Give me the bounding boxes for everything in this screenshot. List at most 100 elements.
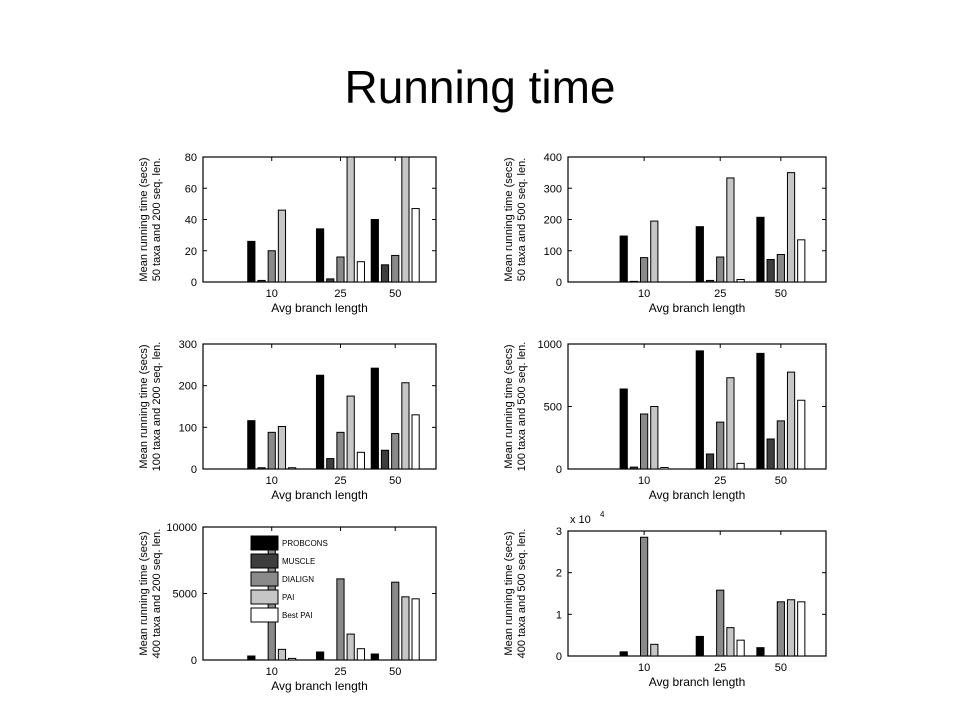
bar [346,395,355,470]
bar [326,278,335,283]
x-tick-label: 10 [266,288,278,300]
bar [370,367,379,470]
y-axis-label: 50 taxa and 500 seq. len. [516,158,528,282]
bar [797,399,806,470]
y-tick-label: 200 [544,215,562,227]
x-tick-label: 25 [714,662,726,674]
y-tick-label: 400 [544,152,562,164]
subplot-2: 0 100 200 300 400 10 25 50 Avg branch length Mean… [503,152,827,315]
y-scale-exponent: 4 [600,510,605,519]
legend-entry: MUSCLE [282,557,315,566]
bar [247,420,256,470]
x-tick-label: 50 [389,288,401,300]
x-tick-label: 10 [638,475,650,487]
bar [650,643,659,657]
y-axis-label: Mean running time (secs) [138,157,150,281]
bar [356,451,365,470]
bar [288,657,297,661]
bar [257,467,266,470]
bar [356,648,365,661]
y-tick-label: 0 [191,277,197,289]
legend-swatch [250,553,279,569]
subplot-3: 0 100 200 300 10 25 50 Avg branch length Mean ru… [138,339,437,502]
bar [288,467,297,470]
bar [786,172,796,283]
x-axis-label: Avg branch length [649,301,746,315]
legend-entry: PROBCONS [282,539,328,548]
x-tick-label: 25 [714,288,726,300]
bar [315,228,325,283]
slide-title: Running time [344,61,616,113]
bar [726,377,735,470]
x-tick-label: 50 [775,662,787,674]
y-axis-label: Mean running time (secs) [138,344,150,468]
bar [695,350,704,470]
bar [380,449,390,470]
bar [705,453,715,470]
x-tick-label: 10 [638,288,650,300]
bar [756,352,765,470]
y-axis-label: Mean running time (secs) [503,531,515,655]
x-axis-label: Avg branch length [649,488,746,502]
y-tick-label: 1 [556,609,562,621]
bar [776,420,785,470]
bar [257,279,266,283]
x-axis-label: Avg branch length [271,679,368,693]
bar [619,651,628,657]
y-tick-label: 40 [185,215,197,227]
bar [619,235,628,283]
bar [650,220,659,283]
bar [401,156,410,283]
y-tick-label: 3 [556,526,562,538]
bar [736,279,745,283]
y-axis-label: 50 taxa and 200 seq. len. [151,158,163,282]
bar [619,388,628,470]
x-tick-label: 50 [389,475,401,487]
y-axis-label: 100 taxa and 200 seq. len. [151,342,163,472]
x-tick-label: 25 [334,288,346,300]
y-tick-label: 10000 [166,522,197,534]
x-tick-label: 10 [266,475,278,487]
subplot-5: 0 5000 10000 10 25 50 Avg branch length Mean ru… [138,522,437,693]
x-tick-label: 25 [334,666,346,678]
y-tick-label: 100 [179,422,197,434]
bar [401,596,410,661]
x-axis-label: Avg branch length [649,675,746,689]
bar [315,374,325,470]
x-tick-label: 10 [638,662,650,674]
y-axis-label: Mean running time (secs) [503,344,515,468]
y-axis-label: Mean running time (secs) [138,531,150,655]
x-tick-label: 50 [775,288,787,300]
bar [336,431,345,470]
x-tick-label: 50 [389,666,401,678]
bar [336,256,345,283]
bar [756,216,765,283]
legend-entry: DIALIGN [282,575,314,584]
bar [776,601,785,657]
bar [786,599,796,657]
bar [411,598,420,661]
bar [776,254,785,283]
subplot-4: 0 500 1000 10 25 50 Avg branch length Mean runn… [503,339,827,502]
y-tick-label: 0 [191,464,197,476]
legend-swatch [250,571,279,587]
bar [277,209,287,283]
bar [695,635,704,657]
y-tick-label: 0 [556,464,562,476]
bar [736,462,745,470]
bar [247,240,256,283]
y-tick-label: 20 [185,246,197,258]
bar [736,639,745,657]
bar [247,655,256,661]
y-axis-label: 400 taxa and 500 seq. len. [516,529,528,659]
y-tick-label: 60 [185,183,197,195]
legend-entry: PAI [282,593,294,602]
bar [726,177,735,283]
bar [277,648,287,661]
bar [705,279,715,283]
bar [267,431,276,470]
y-tick-label: 5000 [173,589,197,601]
bar [411,208,420,283]
bar [391,581,400,661]
